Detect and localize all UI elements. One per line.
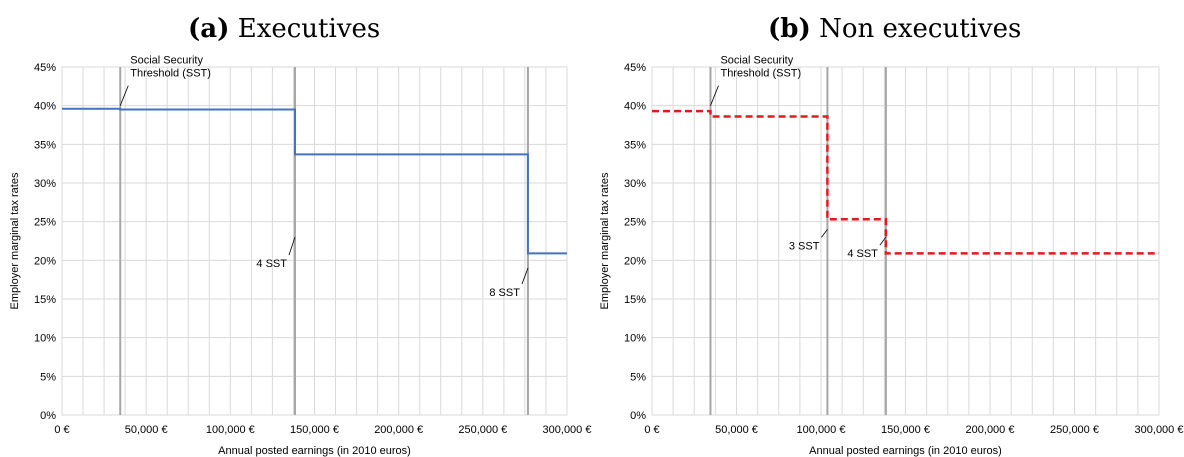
panel-a-plot-frame xyxy=(61,66,568,416)
panel-b-x-tick-label: 250,000 € xyxy=(1050,424,1099,436)
panel-a-x-tick-label: 50,000 € xyxy=(125,424,168,436)
panel-a-annotation-line: 4 SST xyxy=(256,258,287,270)
panel-a-annotation-leader xyxy=(521,267,529,285)
panel-a-chart: 0% 5% 10% 15% 20% 25% 30% 35% 40% 45% 0 € 50,000 € 1… xyxy=(9,55,591,457)
panel-a-annotation-leader xyxy=(288,237,296,256)
panel-a-y-tick-label: 5% xyxy=(40,371,56,383)
panel-a-x-tick-label: 250,000 € xyxy=(458,424,507,436)
panel-a-x-tick-label: 200,000 € xyxy=(374,424,423,436)
panel-b-annotation-line: Social Security xyxy=(720,55,793,67)
panel-a-x-tick-label: 150,000 € xyxy=(290,424,339,436)
panel-a-x-axis-label: Annual posted earnings (in 2010 euros) xyxy=(218,445,411,457)
panel-b-title: (b) Non executives xyxy=(768,14,1021,44)
panel-a-y-tick-label: 35% xyxy=(34,139,56,151)
panel-b-x-axis-label: Annual posted earnings (in 2010 euros) xyxy=(809,445,1002,457)
panel-a-y-tick-label: 10% xyxy=(34,333,56,345)
panel-a-y-tick-label: 40% xyxy=(34,101,56,113)
panel-b-title-text: Non executives xyxy=(819,14,1022,44)
panel-b-x-tick-label: 0 € xyxy=(644,424,659,436)
panel-b-annotation-leader xyxy=(710,85,719,106)
panel-b-annotation-line: Threshold (SST) xyxy=(720,68,801,80)
panel-b-plot-frame xyxy=(651,66,1160,416)
panel-a-y-tick-label: 15% xyxy=(34,294,56,306)
panel-b-annotation-leader xyxy=(821,229,828,238)
panel-a-annotation-line: Threshold (SST) xyxy=(130,68,211,80)
panel-b-x-tick-label: 300,000 € xyxy=(1135,424,1184,436)
panel-a-annotation: Social Security Threshold (SST) xyxy=(130,55,211,80)
panel-a-x-tick-label: 300,000 € xyxy=(543,424,592,436)
panel-a-annotation: 8 SST xyxy=(489,287,520,299)
panel-b-series-line xyxy=(652,109,1159,255)
panel-a-annotation-line: Social Security xyxy=(130,55,203,67)
panel-b-annotation-leader xyxy=(879,236,887,246)
panel-a-annotation-leader xyxy=(119,85,129,106)
panel-b-y-tick-label: 5% xyxy=(630,371,646,383)
panel-b-x-tick-label: 100,000 € xyxy=(797,424,846,436)
panel-a-label: (a) xyxy=(188,14,230,44)
panel-a-x-tick-label: 0 € xyxy=(54,424,69,436)
panel-b-annotation-line: 3 SST xyxy=(789,240,820,252)
panel-b-y-tick-label: 40% xyxy=(624,101,646,113)
panel-a-title-text: Executives xyxy=(237,14,381,44)
panel-a-annotation-line: 8 SST xyxy=(489,287,520,299)
panel-b-annotation: Social Security Threshold (SST) xyxy=(720,55,801,80)
panel-a-y-tick-label: 30% xyxy=(34,178,56,190)
panel-b-y-tick-label: 0% xyxy=(630,410,646,422)
panel-b-x-tick-label: 50,000 € xyxy=(715,424,758,436)
panel-b-y-axis-label: Employer marginal tax rates xyxy=(599,172,611,309)
panel-a-y-tick-label: 20% xyxy=(34,255,56,267)
panel-b-chart: 0% 5% 10% 15% 20% 25% 30% 35% 40% 45% 0 € 50,000 € 1… xyxy=(599,55,1183,457)
panel-b-y-tick-label: 30% xyxy=(624,178,646,190)
panel-b-x-tick-label: 200,000 € xyxy=(966,424,1015,436)
panel-b-y-tick-label: 15% xyxy=(624,294,646,306)
panel-b-annotation-line: 4 SST xyxy=(847,248,878,260)
panel-a-y-axis-label: Employer marginal tax rates xyxy=(9,172,21,309)
panel-a-x-tick-label: 100,000 € xyxy=(206,424,255,436)
panel-a-series-line xyxy=(62,107,567,255)
panel-b-y-tick-label: 35% xyxy=(624,139,646,151)
panel-b-x-tick-label: 150,000 € xyxy=(881,424,930,436)
panel-b-label: (b) xyxy=(768,14,811,44)
panel-b-y-tick-label: 25% xyxy=(624,217,646,229)
panel-a-y-tick-label: 45% xyxy=(34,62,56,74)
panel-b-y-tick-label: 10% xyxy=(624,333,646,345)
panel-a-y-tick-label: 25% xyxy=(34,217,56,229)
panel-b-y-tick-label: 45% xyxy=(624,62,646,74)
panel-b-annotation: 3 SST xyxy=(789,240,820,252)
panel-a-annotation: 4 SST xyxy=(256,258,287,270)
panel-b-y-tick-label: 20% xyxy=(624,255,646,267)
panel-a-y-tick-label: 0% xyxy=(40,410,56,422)
panel-a-title: (a) Executives xyxy=(188,14,380,44)
panel-b-annotation: 4 SST xyxy=(847,248,878,260)
